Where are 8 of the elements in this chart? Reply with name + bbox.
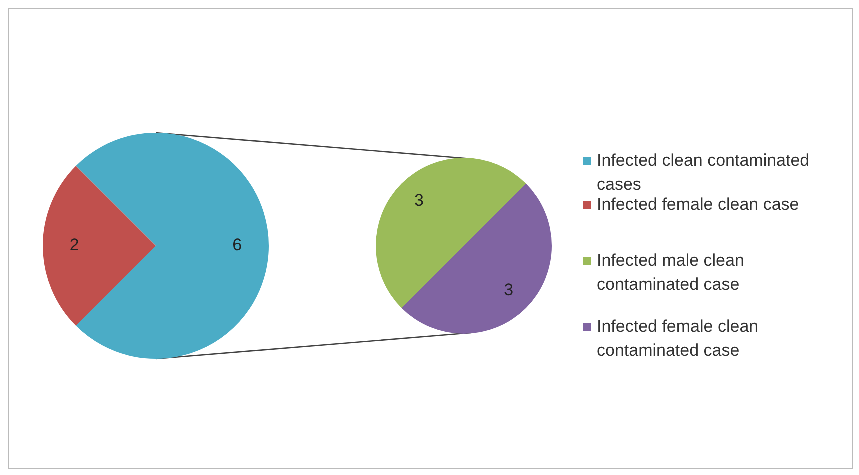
legend-label: Infected female clean contaminated case — [597, 316, 760, 362]
legend-label: Infected female clean case — [597, 194, 800, 216]
data-label: 6 — [232, 236, 242, 255]
data-label: 2 — [70, 236, 80, 255]
data-label: 3 — [504, 280, 514, 300]
legend-label: Infected clean contaminated cases — [597, 151, 810, 194]
legend-label: Infected male clean contaminated case — [597, 250, 746, 296]
data-label: 3 — [414, 190, 424, 210]
